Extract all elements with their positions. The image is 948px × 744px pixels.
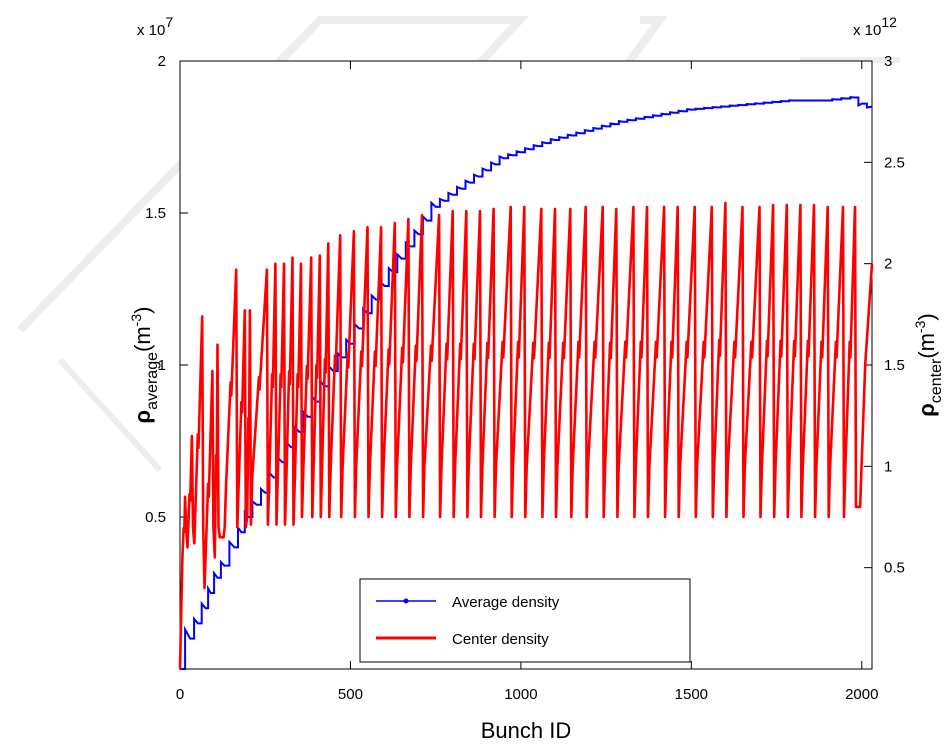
legend-label-center-density: Center density bbox=[452, 631, 549, 648]
right-y-tick-label: 2.5 bbox=[884, 154, 905, 171]
left-y-axis-title: ρaverage(m-3) bbox=[128, 307, 161, 424]
right-y-tick-label: 3 bbox=[884, 53, 892, 70]
left-y-tick-label: 1.5 bbox=[145, 205, 166, 222]
left-y-tick-label: 0.5 bbox=[145, 509, 166, 526]
left-axis-multiplier: x 107 bbox=[137, 14, 173, 39]
legend-box bbox=[359, 578, 691, 663]
x-tick-label: 0 bbox=[176, 686, 184, 703]
right-y-tick-label: 2 bbox=[884, 256, 892, 273]
right-y-tick-label: 1 bbox=[884, 458, 892, 475]
legend-label-average-density: Average density bbox=[452, 594, 560, 611]
right-y-tick-label: 1.5 bbox=[884, 357, 905, 374]
legend: Average density Center density bbox=[359, 578, 691, 663]
left-y-axis-ticks: 0.5 1 1.5 2 bbox=[145, 53, 188, 526]
left-y-tick-label: 1 bbox=[158, 357, 166, 374]
right-y-axis-ticks: 0.5 1 1.5 2 2.5 3 bbox=[864, 53, 905, 577]
x-tick-label: 2000 bbox=[845, 686, 878, 703]
legend-marker-average-density bbox=[403, 598, 409, 604]
right-y-tick-label: 0.5 bbox=[884, 560, 905, 577]
series-layer bbox=[178, 96, 874, 670]
x-tick-label: 500 bbox=[338, 686, 363, 703]
series-line-center-density bbox=[178, 201, 874, 670]
x-tick-label: 1500 bbox=[675, 686, 708, 703]
left-y-tick-label: 2 bbox=[158, 53, 166, 70]
x-axis-title: Bunch ID bbox=[481, 718, 572, 743]
right-y-axis-title: ρcenter(m-3) bbox=[912, 313, 945, 417]
x-axis-ticks: 0 500 1000 1500 2000 bbox=[176, 61, 878, 703]
x-tick-label: 1000 bbox=[504, 686, 537, 703]
right-axis-multiplier: x 1012 bbox=[853, 14, 897, 39]
